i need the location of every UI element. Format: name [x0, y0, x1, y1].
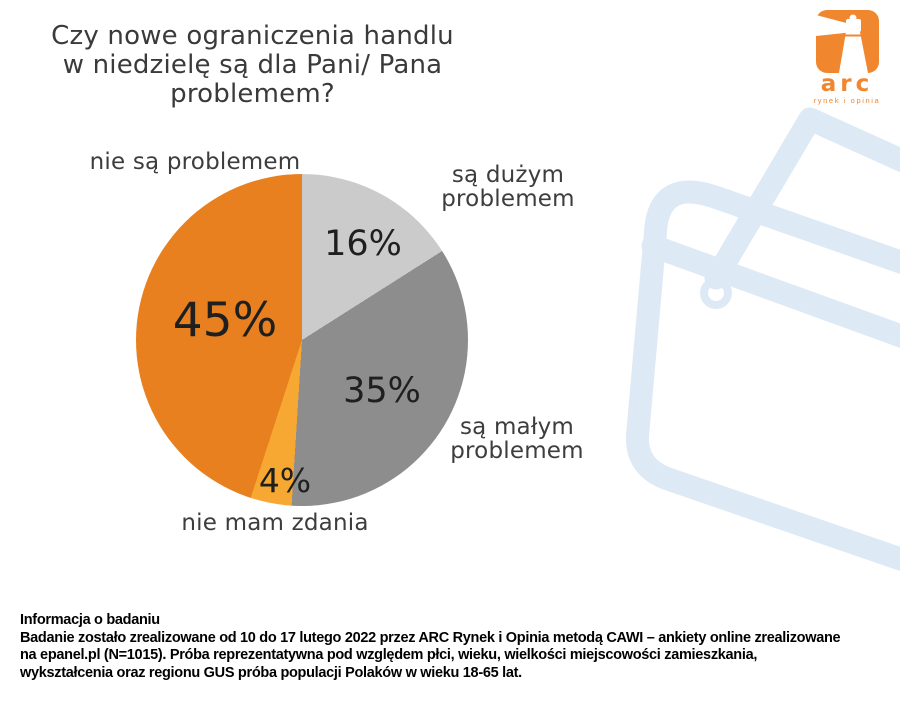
pie-value-4: 4% [258, 461, 312, 500]
arc-logo: arc rynek i opinia [807, 10, 887, 105]
study-info-line: wykształcenia oraz regionu GUS próba pop… [20, 664, 522, 681]
study-info-line: Badanie zostało zrealizowane od 10 do 17… [20, 629, 841, 646]
logo-tagline: rynek i opinia [813, 96, 881, 105]
slice-label-sa-duzym-problemem: są dużym problemem [441, 162, 575, 212]
pie-chart [136, 174, 468, 506]
logo-wordmark: arc [820, 71, 874, 97]
pie-value-16: 16% [324, 224, 402, 264]
pie-value-45: 45% [172, 293, 278, 348]
study-info-heading: Informacja o badaniu [20, 612, 160, 628]
slice-label-nie-mam-zdania: nie mam zdania [181, 510, 369, 536]
page-title: Czy nowe ograniczenia handlu w niedzielę… [51, 21, 454, 109]
pie-value-35: 35% [343, 371, 421, 411]
lighthouse-icon [815, 10, 879, 73]
study-info-line: na epanel.pl (N=1015). Próba reprezentat… [20, 647, 758, 663]
study-info: Informacja o badaniu Badanie zostało zre… [20, 612, 896, 682]
slice-label-sa-malym-problemem: są małym problemem [450, 414, 584, 464]
slice-label-nie-sa-problemem: nie są problemem [89, 149, 301, 175]
